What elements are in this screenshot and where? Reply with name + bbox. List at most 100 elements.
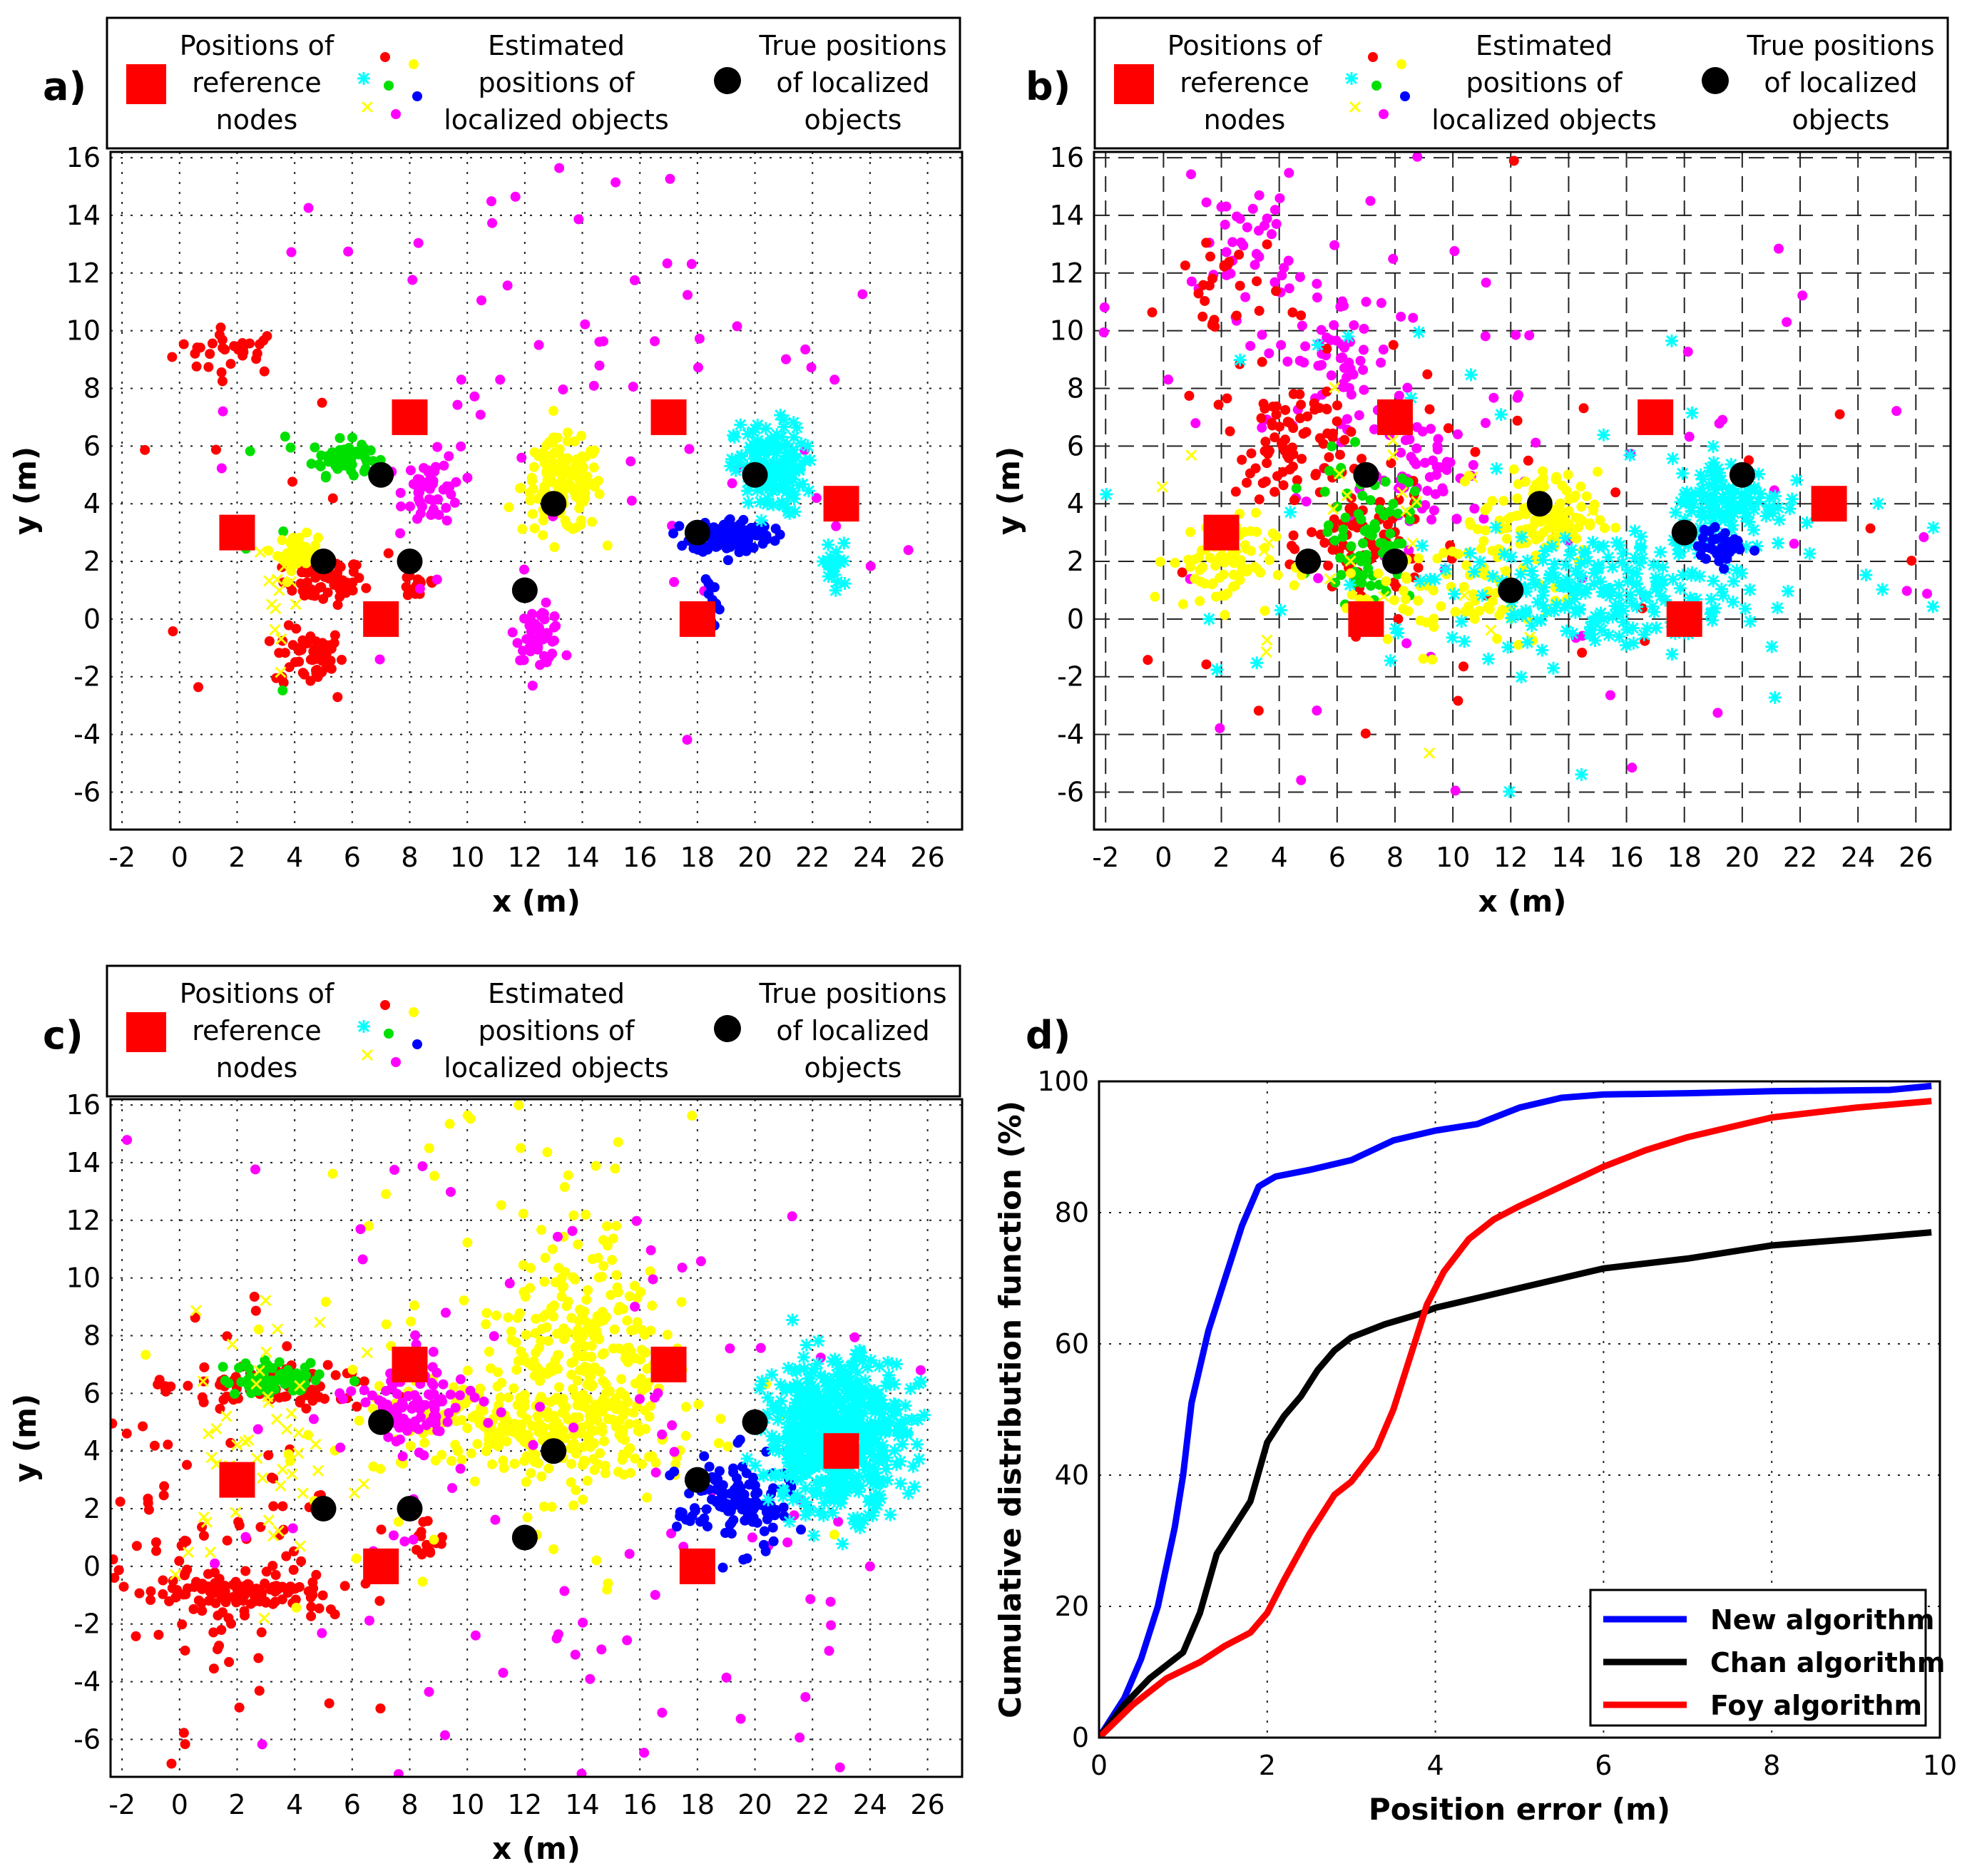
estimate-point — [394, 1434, 405, 1445]
estimate-point — [1355, 355, 1366, 366]
estimate-point — [650, 1467, 661, 1478]
estimate-point — [864, 1493, 877, 1507]
legend-label: objects — [1792, 104, 1890, 136]
estimate-point — [1655, 573, 1669, 586]
estimate-point — [404, 501, 415, 512]
x-axis-label: Position error (m) — [1369, 1792, 1670, 1827]
estimate-point — [1343, 578, 1357, 591]
estimate-point — [1279, 262, 1289, 273]
estimate-point — [602, 1400, 613, 1411]
estimate-point — [834, 1762, 845, 1773]
estimate-point — [607, 1255, 618, 1265]
estimate-point — [177, 1619, 188, 1630]
estimate-point — [684, 444, 695, 454]
estimate-point — [1393, 509, 1404, 519]
estimate-point — [1215, 723, 1225, 733]
estimate-point — [260, 1346, 272, 1358]
estimate-point — [1185, 449, 1197, 462]
estimate-point — [310, 540, 321, 551]
estimate-point — [249, 1291, 260, 1302]
estimate-point — [1682, 347, 1693, 357]
estimate-point — [541, 597, 551, 608]
estimate-point — [1098, 327, 1109, 337]
estimate-point — [567, 1225, 578, 1236]
estimate-point — [1297, 320, 1307, 331]
estimate-point — [568, 1272, 578, 1283]
legend-label: nodes — [1204, 104, 1286, 136]
estimate-point — [182, 1546, 195, 1559]
estimate-point — [1365, 195, 1376, 206]
estimate-point — [558, 1425, 569, 1436]
estimate-point — [912, 1452, 926, 1466]
estimate-point — [600, 1468, 610, 1479]
estimate-point — [1370, 523, 1381, 534]
estimate-point — [174, 1556, 185, 1566]
legend: Positions ofreferencenodesEstimatedposit… — [106, 16, 961, 150]
estimate-point — [277, 1463, 289, 1476]
estimate-point — [648, 1274, 658, 1285]
estimate-point — [1260, 437, 1271, 447]
estimate-point — [1670, 539, 1684, 552]
estimate-point — [735, 1434, 745, 1445]
estimate-point — [338, 1394, 349, 1405]
estimate-point — [1340, 512, 1351, 523]
estimate-point — [837, 1484, 850, 1498]
estimate-point — [536, 1392, 546, 1402]
legend-label: positions of — [1466, 67, 1623, 98]
estimate-point — [361, 1347, 373, 1359]
estimate-point — [1186, 276, 1197, 287]
estimate-point — [807, 1458, 820, 1472]
estimate-point — [901, 1487, 915, 1500]
panel-label: a) — [43, 64, 86, 109]
estimate-point — [723, 1506, 734, 1516]
estimate-point — [492, 1381, 503, 1392]
estimate-point — [1560, 573, 1574, 586]
estimate-point — [285, 1581, 296, 1592]
estimate-point — [1695, 482, 1708, 496]
estimate-point — [787, 1442, 801, 1455]
estimate-point — [576, 1351, 587, 1362]
estimate-point — [686, 259, 697, 270]
estimate-point — [765, 1368, 779, 1382]
estimate-point — [301, 1403, 312, 1414]
estimate-point — [1366, 581, 1376, 591]
estimate-point — [502, 280, 513, 291]
true-position — [511, 1524, 538, 1551]
estimate-point — [1575, 481, 1586, 492]
estimate-point — [529, 523, 540, 534]
estimate-point — [300, 1362, 310, 1373]
legend-label: Positions of — [180, 978, 335, 1009]
estimate-point — [521, 1414, 532, 1424]
estimate-point — [1429, 613, 1439, 624]
estimate-point — [745, 443, 758, 457]
estimate-point — [1257, 422, 1267, 433]
estimate-point — [702, 1521, 712, 1531]
estimate-point — [1318, 439, 1329, 449]
estimate-point — [554, 163, 565, 173]
estimate-point — [1379, 510, 1389, 521]
y-tick-label: 14 — [66, 1147, 101, 1178]
estimate-point — [613, 1137, 623, 1148]
estimate-point — [506, 1335, 517, 1345]
estimate-point — [857, 289, 868, 300]
estimate-point — [775, 430, 788, 444]
estimate-point — [877, 1415, 891, 1429]
estimate-point — [876, 1407, 889, 1421]
estimate-point — [320, 472, 331, 483]
estimate-point — [635, 1377, 645, 1388]
reference-node — [1666, 601, 1702, 637]
estimate-point — [1575, 514, 1586, 525]
estimate-point — [286, 247, 297, 258]
estimate-point — [1426, 514, 1437, 525]
estimate-point — [591, 1161, 601, 1171]
plot-area — [111, 1100, 931, 1777]
estimate-point — [317, 644, 327, 655]
reference-node-legend-marker — [126, 64, 166, 104]
estimate-point — [724, 459, 737, 473]
estimate-point — [1324, 573, 1336, 585]
estimate-point — [1486, 570, 1500, 583]
x-tick-label: 14 — [565, 842, 599, 873]
estimate-point — [1704, 491, 1717, 504]
estimate-point — [880, 1451, 894, 1464]
